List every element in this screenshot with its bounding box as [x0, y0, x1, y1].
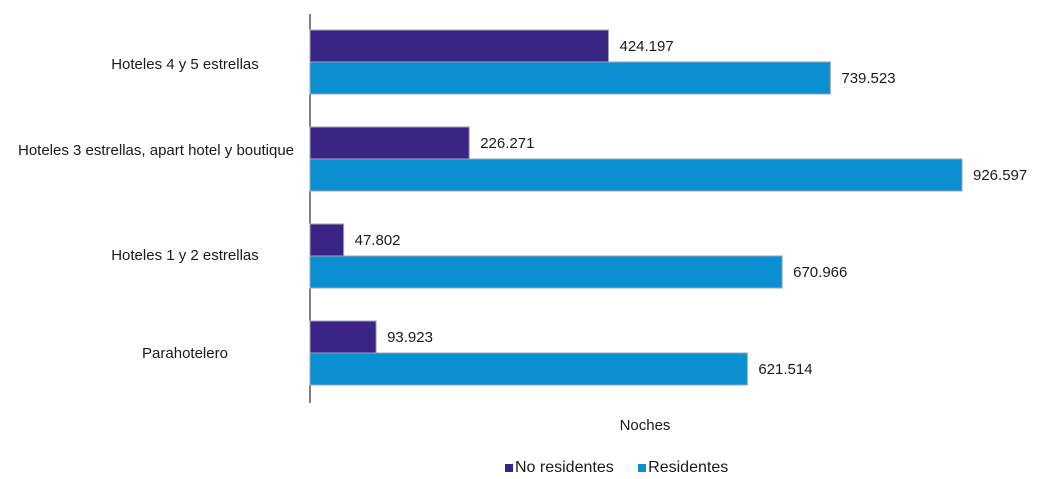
category-label-0: Hoteles 4 y 5 estrellas [111, 56, 259, 73]
data-label-residentes-2: 670.966 [793, 264, 847, 281]
legend-label-residentes: Residentes [648, 459, 729, 476]
category-label-2: Hoteles 1 y 2 estrellas [111, 247, 259, 264]
data-label-no-residentes-3: 93.923 [387, 329, 433, 346]
data-label-no-residentes-1: 226.271 [480, 135, 534, 152]
legend-item-no-residentes: No residentes [505, 459, 614, 477]
bar-no-residentes-1 [309, 126, 470, 160]
bar-no-residentes-2 [309, 223, 345, 257]
bar-residentes-0 [309, 61, 831, 95]
legend: No residentes Residentes [505, 459, 748, 477]
bar-residentes-1 [309, 158, 963, 192]
x-axis-label: Noches [619, 417, 671, 434]
bar-no-residentes-3 [309, 320, 377, 354]
legend-swatch-no-residentes [505, 464, 513, 472]
legend-item-residentes: Residentes [638, 459, 728, 477]
legend-swatch-residentes [638, 464, 647, 472]
category-label-3: Parahotelero [142, 345, 228, 362]
data-label-no-residentes-0: 424.197 [619, 38, 673, 55]
data-label-residentes-3: 621.514 [758, 361, 812, 378]
bar-residentes-2 [309, 255, 783, 289]
bar-no-residentes-0 [309, 29, 609, 63]
data-label-residentes-0: 739.523 [841, 70, 895, 87]
data-label-residentes-1: 926.597 [973, 167, 1027, 184]
bar-residentes-3 [309, 352, 748, 386]
data-label-no-residentes-2: 47.802 [355, 232, 401, 249]
legend-label-no-residentes: No residentes [515, 459, 614, 476]
category-label-1: Hoteles 3 estrellas, apart hotel y bouti… [18, 142, 294, 159]
